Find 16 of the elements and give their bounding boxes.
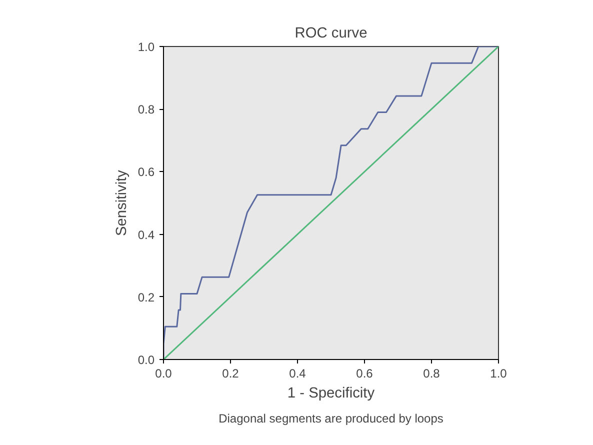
y-axis-title: Sensitivity [114, 169, 130, 236]
x-tick-label: 0.6 [356, 366, 374, 380]
x-tick-label: 0.8 [423, 366, 440, 380]
x-tick-label: 0.2 [222, 366, 240, 380]
y-tick-label: 1.0 [138, 40, 155, 54]
x-axis-title: 1 - Specificity [287, 386, 376, 402]
x-tick-label: 0.4 [289, 366, 306, 380]
x-tick-label: 0.0 [155, 366, 172, 380]
y-tick-label: 0.8 [138, 102, 155, 117]
y-tick-label: 0.6 [138, 165, 155, 180]
text: Diagonal segments are produced by loops [218, 412, 444, 426]
y-tick-label: 0.0 [138, 353, 155, 367]
x-tick-label: 1.0 [490, 366, 508, 380]
y-tick-label: 0.2 [138, 290, 155, 304]
y-tick-label: 0.4 [138, 228, 155, 242]
chart-title: ROC curve [294, 26, 368, 42]
